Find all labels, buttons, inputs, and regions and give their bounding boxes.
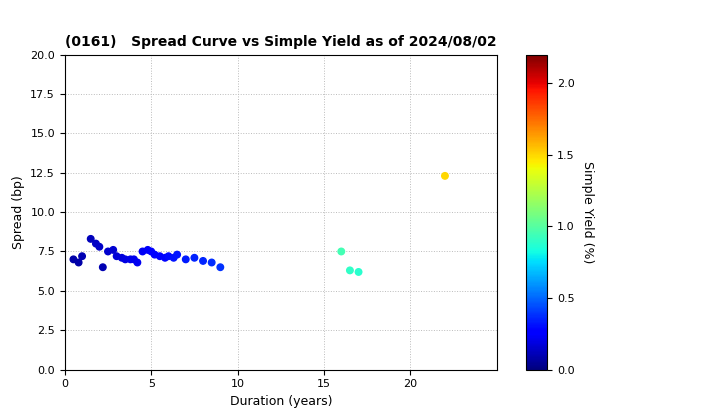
Point (116, 255, 127, 261)
Point (111, 253, 122, 260)
Y-axis label: Simple Yield (%): Simple Yield (%) (581, 161, 594, 263)
Point (76, 253, 88, 260)
Point (168, 255, 179, 261)
Point (73, 259, 84, 266)
Point (336, 248, 347, 255)
Y-axis label: Spread (bp): Spread (bp) (12, 175, 24, 249)
Point (180, 256, 192, 263)
Point (102, 248, 114, 255)
Point (107, 247, 119, 253)
Point (163, 253, 174, 260)
Point (120, 256, 131, 263)
Point (159, 255, 171, 261)
Point (215, 264, 226, 270)
Point (154, 253, 166, 260)
Point (90, 240, 102, 247)
Point (128, 256, 140, 263)
Point (149, 251, 161, 258)
Point (137, 248, 148, 255)
Point (206, 259, 217, 266)
Point (125, 256, 136, 263)
Point (132, 259, 143, 266)
Point (145, 248, 157, 255)
Point (68, 256, 79, 263)
Point (85, 236, 96, 242)
Text: (0161)   Spread Curve vs Simple Yield as of 2024/08/02: (0161) Spread Curve vs Simple Yield as o… (65, 35, 496, 49)
Point (344, 267, 356, 274)
Point (171, 251, 183, 258)
Point (97, 264, 109, 270)
Point (94, 243, 105, 250)
Point (197, 257, 209, 264)
Point (189, 255, 200, 261)
Point (439, 173, 451, 179)
Point (142, 247, 153, 253)
X-axis label: Duration (years): Duration (years) (230, 395, 332, 408)
Point (353, 269, 364, 276)
